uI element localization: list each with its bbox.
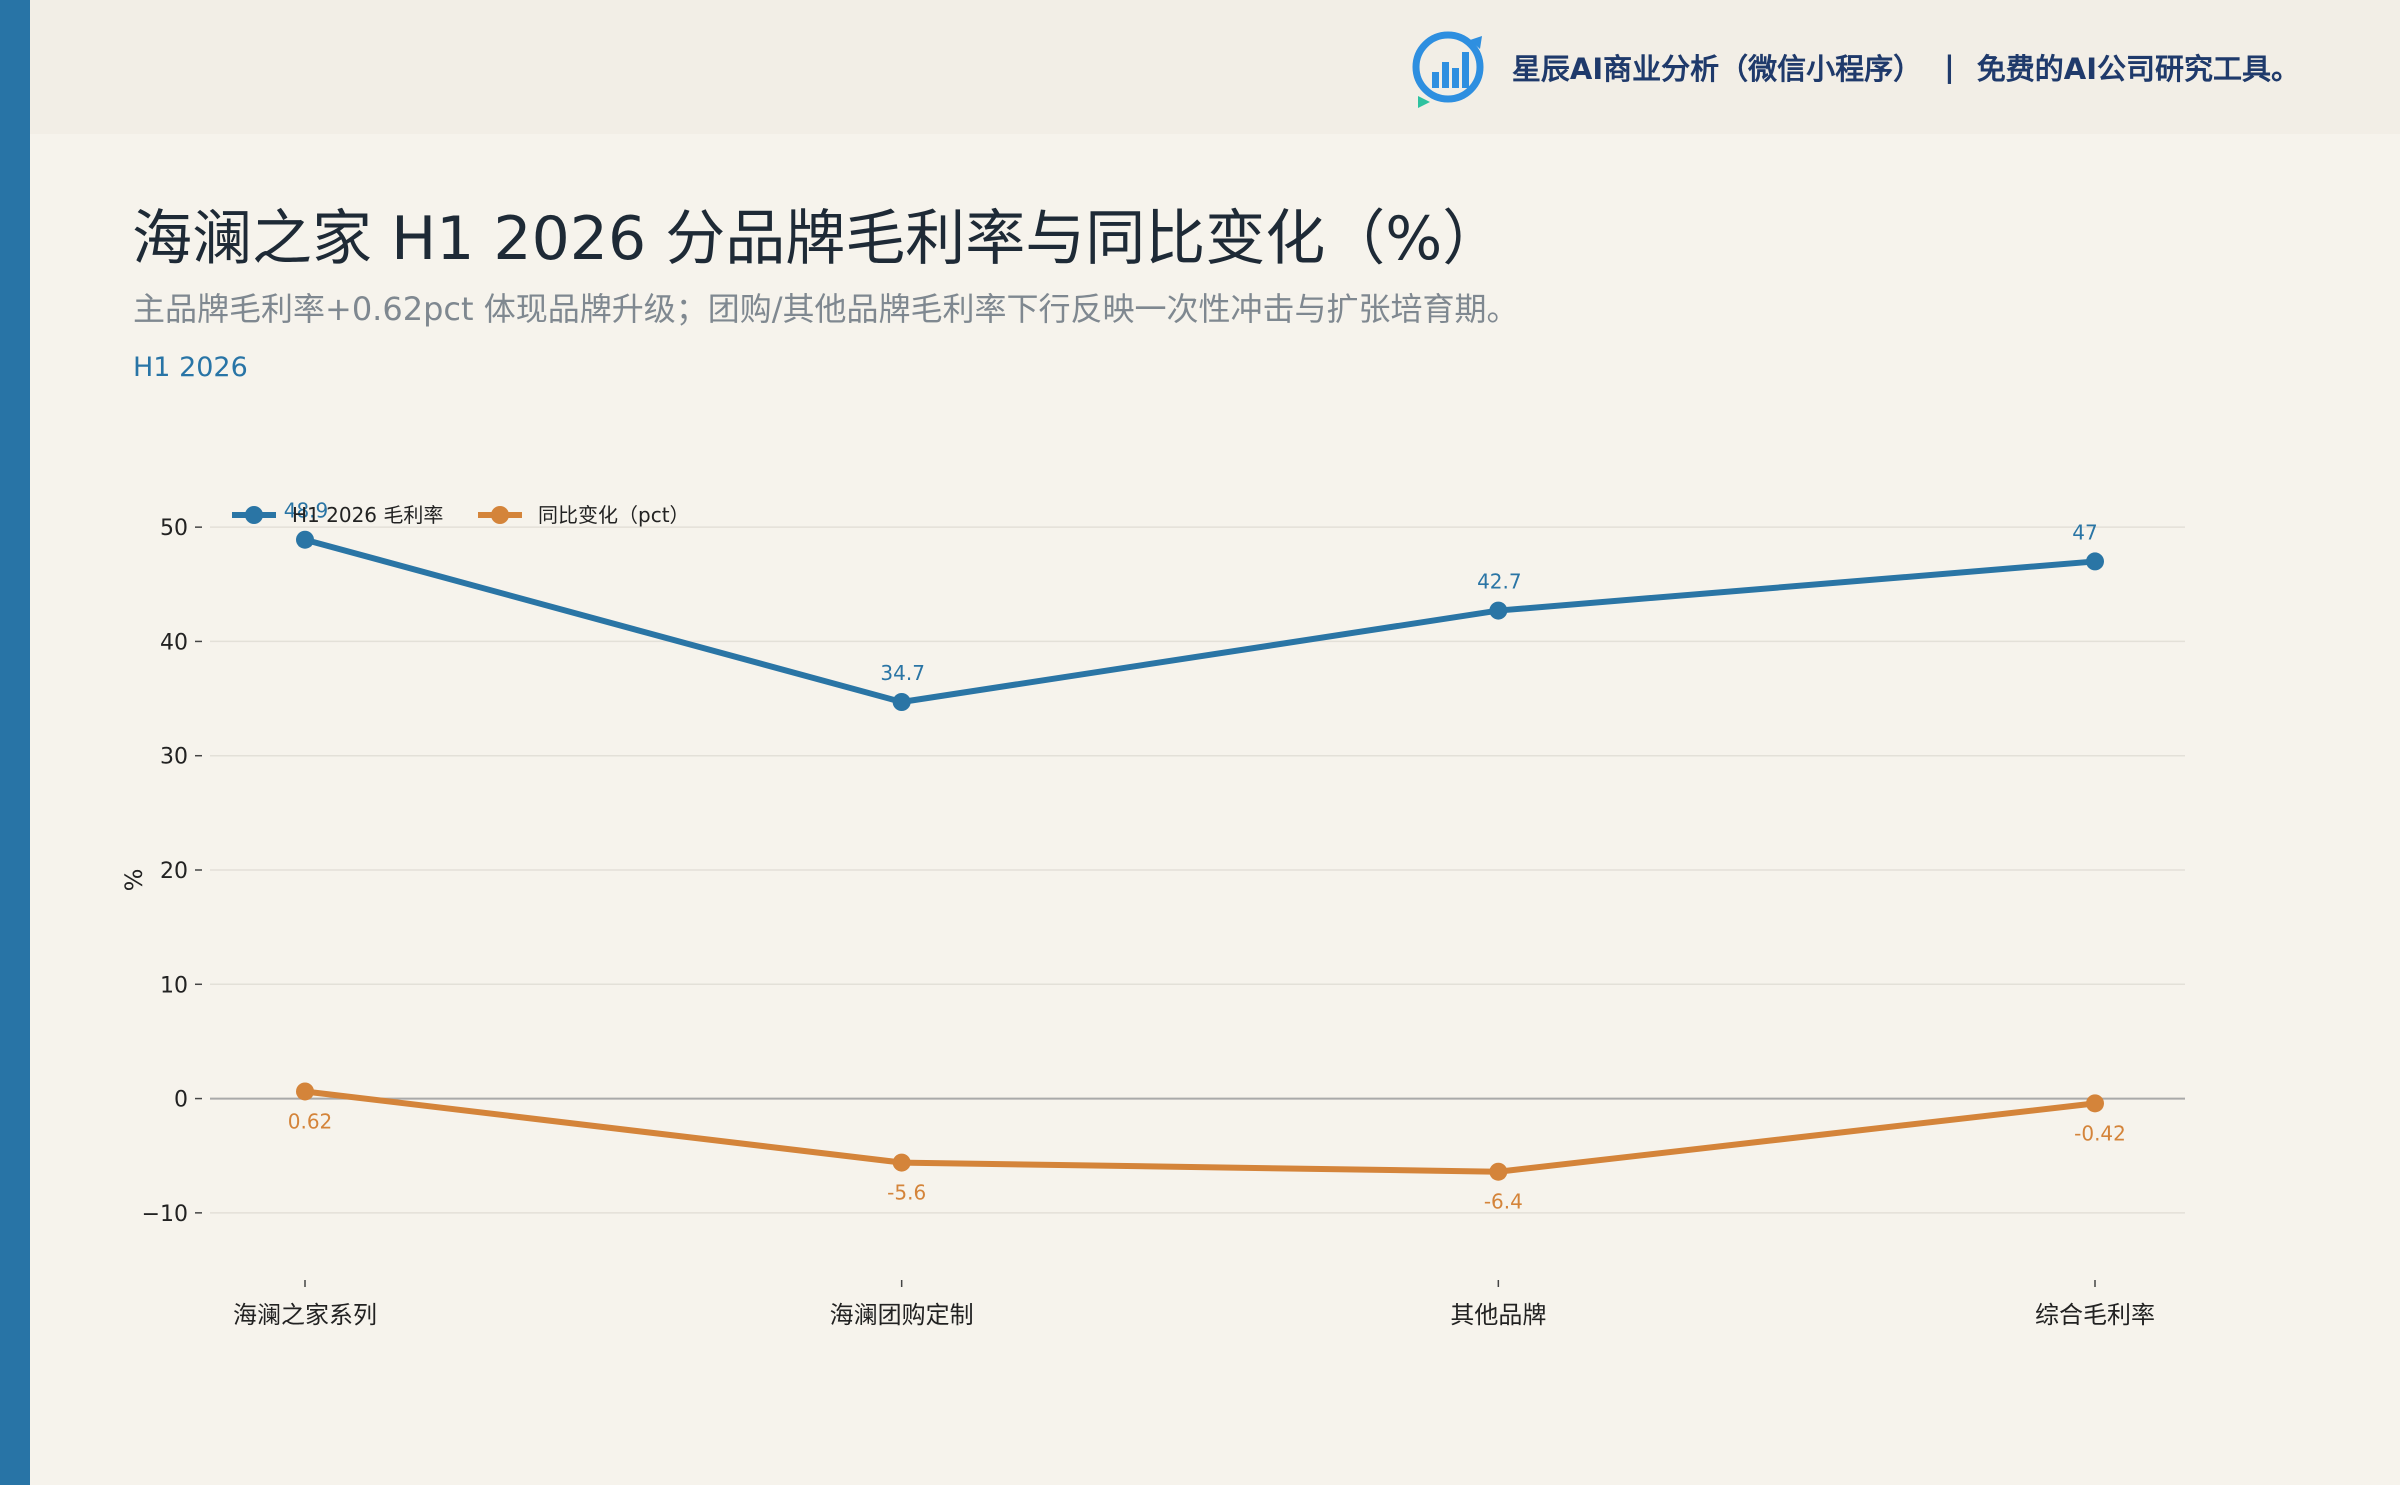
legend-marker [491,506,509,524]
legend-label: H1 2026 毛利率 [292,503,443,527]
top-banner: 星辰AI商业分析（微信小程序） | 免费的AI公司研究工具。 [30,0,2400,134]
data-point [892,1153,911,1172]
y-tick-label: 0 [174,1088,188,1113]
data-point [296,1082,314,1101]
x-category-label: 其他品牌 [1450,1301,1546,1329]
y-tick-label: 20 [160,859,188,884]
data-label: 48.9 [284,499,329,523]
y-tick-label: 30 [160,745,188,770]
data-label: 34.7 [880,661,925,685]
data-point [296,530,314,549]
bar-chart-logo-icon [1412,31,1484,108]
x-category-label: 海澜团购定制 [830,1301,974,1329]
x-category-label: 海澜之家系列 [233,1301,377,1329]
data-point [892,693,911,711]
y-axis-label: % [120,869,148,892]
brand-tagline: 免费的AI公司研究工具。 [1976,52,2300,86]
period-label: H1 2026 [133,352,248,383]
brand-name: 星辰AI商业分析（微信小程序） [1511,52,1923,86]
series-line [302,1088,2098,1175]
page-subtitle: 主品牌毛利率+0.62pct 体现品牌升级；团购/其他品牌毛利率下行反映一次性冲… [133,290,1519,328]
x-category-label: 综合毛利率 [2035,1301,2155,1329]
data-label: 47 [2072,520,2097,544]
data-point [2086,1094,2104,1113]
page-title: 海澜之家 H1 2026 分品牌毛利率与同比变化（%） [132,204,1503,274]
data-label: -5.6 [887,1181,926,1205]
left-accent-bar [0,0,30,1485]
data-label: -0.42 [2074,1121,2126,1145]
y-tick-label: 40 [160,630,188,655]
data-point [1489,601,1508,620]
brand-header: 星辰AI商业分析（微信小程序） | 免费的AI公司研究工具。 [1410,22,2300,112]
legend-marker [245,506,263,524]
line-chart: −10 0 10 20 30 40 50% 海澜之家系列 海澜团购定制 其他品牌 综合毛利率 48.9… [120,499,2185,1329]
data-label: -6.4 [1484,1190,1523,1214]
series-line [302,536,2098,705]
y-tick-label: 10 [160,973,188,998]
data-label: 0.62 [288,1109,333,1133]
data-point [2086,552,2104,571]
legend-label: 同比变化（pct） [538,503,690,527]
y-tick-label: 50 [160,516,188,541]
y-tick-label: −10 [142,1202,188,1227]
brand-separator: | [1944,50,1955,84]
data-point [1489,1162,1508,1181]
data-label: 42.7 [1477,570,1522,594]
